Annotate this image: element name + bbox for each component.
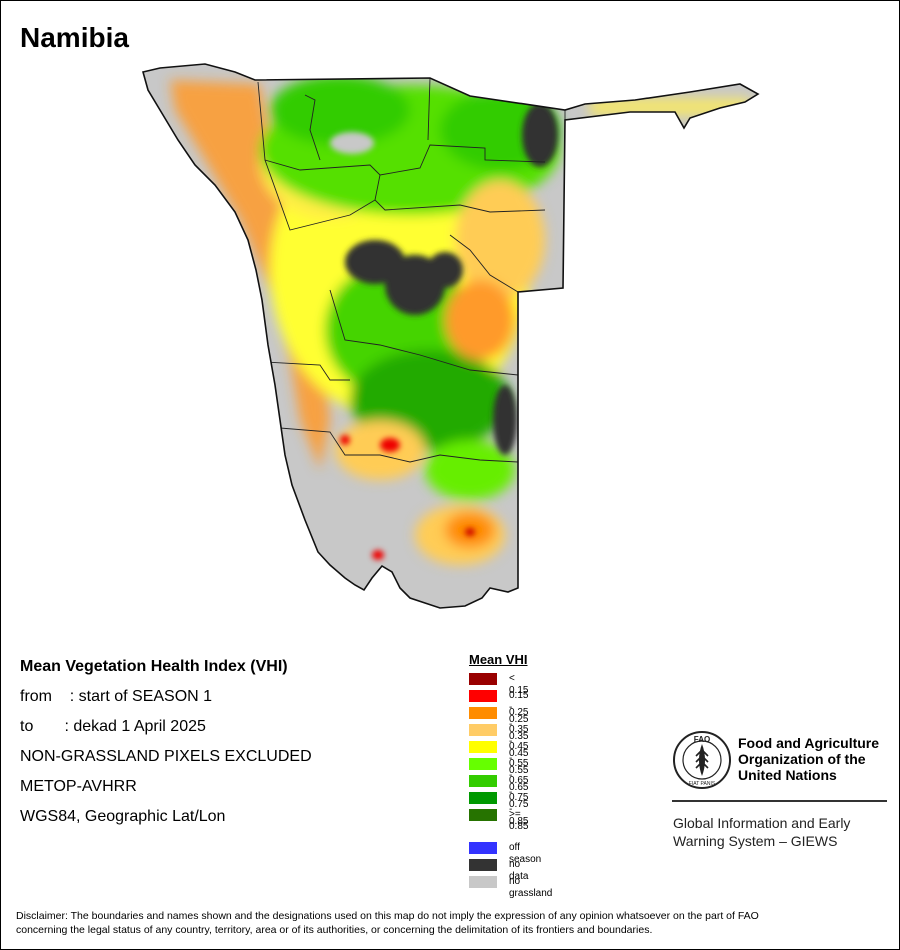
legend-item: 0.45 - 0.55 (469, 739, 528, 776)
legend-swatch (469, 724, 497, 736)
legend-swatch (469, 707, 497, 719)
fao-emblem-motto: FIAT PANIS (689, 781, 716, 787)
legend-label: no data (509, 859, 529, 882)
legend-label: 0.25 - 0.35 (509, 707, 529, 742)
legend-item: 0.25 - 0.35 (469, 705, 528, 742)
legend-label: >= 0.85 (509, 809, 529, 832)
fao-org-name: Food and Agriculture Organization of the… (738, 735, 879, 783)
info-sensor: METOP-AVHRR (20, 778, 137, 795)
org-line-3: United Nations (738, 767, 837, 783)
legend-title: Mean VHI (469, 652, 528, 667)
legend-swatch (469, 758, 497, 770)
legend-item: off season (469, 840, 541, 865)
legend-label: 0.45 - 0.55 (509, 741, 529, 776)
legend-item: no data (469, 857, 528, 882)
map-info-block: Mean Vegetation Health Index (VHI) from … (20, 656, 312, 836)
info-to: to : dekad 1 April 2025 (20, 718, 206, 735)
legend-label: 0.75 - 0.85 (509, 792, 529, 827)
logo-divider (672, 800, 887, 802)
info-note: NON-GRASSLAND PIXELS EXCLUDED (20, 748, 312, 765)
legend-swatch (469, 741, 497, 753)
legend-swatch (469, 809, 497, 821)
legend-label: off season (509, 842, 542, 865)
legend-item: 0.55 - 0.65 (469, 756, 528, 793)
disclaimer: Disclaimer: The boundaries and names sho… (16, 909, 886, 937)
legend-swatch (469, 859, 497, 871)
info-from: from : start of SEASON 1 (20, 688, 213, 705)
legend-label: < 0.15 (509, 673, 529, 696)
fao-emblem-icon: FAO FIAT PANIS (673, 731, 731, 789)
legend-item: >= 0.85 (469, 807, 528, 832)
legend-label: 0.35 - 0.45 (509, 724, 529, 759)
map-legend: Mean VHI < 0.15 0.15 - 0.25 0.25 - 0.35 0.3… (469, 652, 552, 899)
legend-label: 0.15 - 0.25 (509, 690, 529, 725)
legend-swatch (469, 690, 497, 702)
info-projection: WGS84, Geographic Lat/Lon (20, 808, 226, 825)
map-title: Namibia (20, 22, 129, 53)
legend-item: 0.75 - 0.85 (469, 790, 528, 827)
legend-item: < 0.15 (469, 671, 528, 696)
giews-line-2: Warning System – GIEWS (673, 833, 838, 849)
legend-label: 0.65 - 0.75 (509, 775, 529, 810)
legend-swatch (469, 673, 497, 685)
legend-label: no grassland (509, 876, 553, 899)
org-line-1: Food and Agriculture (738, 735, 880, 751)
info-heading: Mean Vegetation Health Index (VHI) (20, 658, 288, 675)
fao-emblem-text: FAO (694, 735, 710, 744)
disclaimer-line-2: concerning the legal status of any count… (16, 924, 653, 936)
legend-swatch (469, 775, 497, 787)
legend-label: 0.55 - 0.65 (509, 758, 529, 793)
legend-item: no grassland (469, 874, 552, 899)
org-line-2: Organization of the (738, 751, 866, 767)
disclaimer-line-1: Disclaimer: The boundaries and names sho… (16, 910, 759, 922)
legend-swatch (469, 792, 497, 804)
legend-extras: off season no data no grassland (469, 840, 552, 899)
legend-item: 0.65 - 0.75 (469, 773, 528, 810)
giews-line-1: Global Information and Early (673, 815, 851, 831)
legend-swatch (469, 876, 497, 888)
giews-name: Global Information and Early Warning Sys… (673, 814, 850, 850)
legend-item: 0.35 - 0.45 (469, 722, 528, 759)
namibia-vhi-map (142, 63, 759, 609)
legend-item: 0.15 - 0.25 (469, 688, 528, 725)
legend-swatch (469, 842, 497, 854)
legend-classes: < 0.15 0.15 - 0.25 0.25 - 0.35 0.35 - 0.45 0… (469, 671, 528, 832)
